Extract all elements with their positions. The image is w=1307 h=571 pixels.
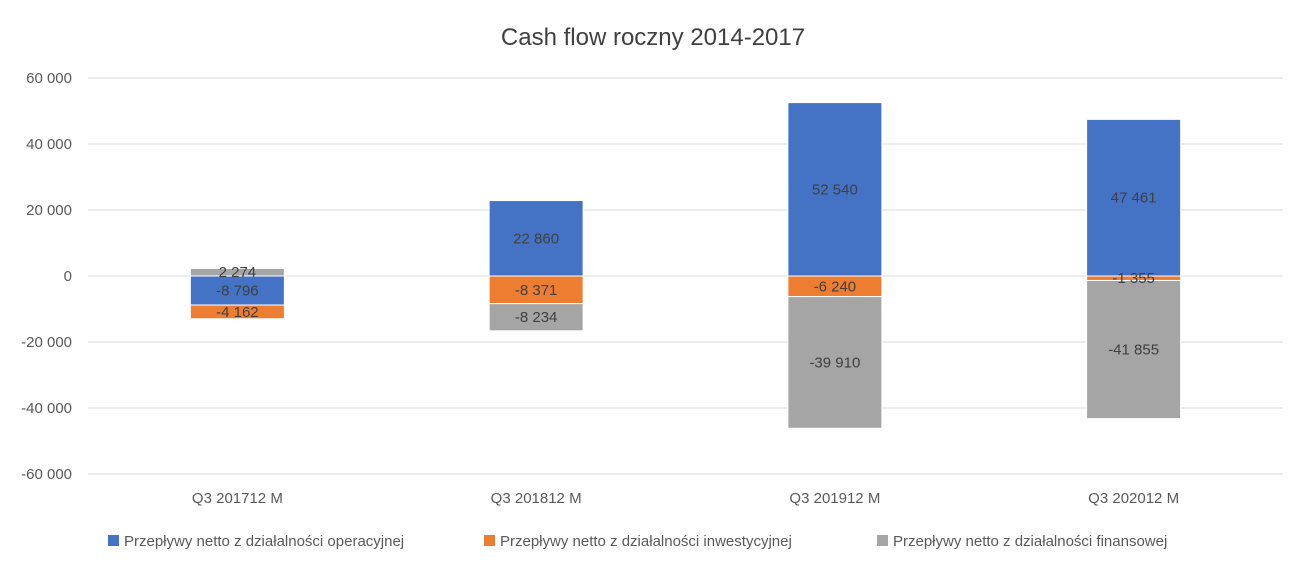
data-label: -4 162 [216, 304, 259, 321]
x-tick-label: Q3 201812 M [491, 490, 582, 507]
y-tick-label: 20 000 [26, 202, 72, 219]
data-label: -6 240 [814, 278, 857, 295]
data-label: -8 234 [515, 309, 558, 326]
data-label: 22 860 [513, 230, 559, 247]
gridlines [88, 77, 1283, 475]
data-label: 2 274 [219, 264, 257, 281]
y-tick-label: -20 000 [21, 334, 72, 351]
data-label: 52 540 [812, 181, 858, 198]
legend-item: Przepływy netto z działalności operacyjn… [108, 533, 404, 550]
bar-segment [189, 304, 285, 320]
legend: Przepływy netto z działalności operacyjn… [108, 533, 1167, 550]
y-tick-label: 60 000 [26, 70, 72, 87]
legend-label: Przepływy netto z działalności operacyjn… [124, 533, 404, 550]
legend-item: Przepływy netto z działalności finansowe… [877, 533, 1167, 550]
legend-swatch [108, 535, 119, 546]
y-axis-tick-labels: 60 000 40 000 20 000 0 -20 000 -40 000 -60 000 [21, 70, 72, 483]
bar-segment [488, 303, 584, 332]
chart-title: Cash flow roczny 2014-2017 [501, 24, 805, 51]
y-tick-label: -60 000 [21, 466, 72, 483]
data-label: -8 371 [515, 282, 558, 299]
x-tick-label: Q3 202012 M [1088, 490, 1179, 507]
y-tick-label: -40 000 [21, 400, 72, 417]
data-label: -41 855 [1108, 342, 1159, 359]
x-tick-label: Q3 201712 M [192, 490, 283, 507]
legend-label: Przepływy netto z działalności inwestycy… [500, 533, 792, 550]
data-label: -8 796 [216, 283, 259, 300]
y-tick-label: 0 [64, 268, 72, 285]
bars: -8 796 -4 162 2 274 22 860 -8 371 -8 234 52 54… [189, 102, 1182, 429]
data-label: -1 355 [1112, 270, 1155, 287]
x-axis-tick-labels: Q3 201712 M Q3 201812 M Q3 201912 M Q3 2020… [192, 490, 1179, 507]
data-label: 47 461 [1111, 190, 1157, 207]
legend-swatch [877, 535, 888, 546]
legend-label: Przepływy netto z działalności finansowe… [893, 533, 1167, 550]
legend-item: Przepływy netto z działalności inwestycy… [484, 533, 792, 550]
bar-segment [189, 267, 285, 277]
bar-segment [787, 296, 883, 429]
y-tick-label: 40 000 [26, 136, 72, 153]
x-tick-label: Q3 201912 M [789, 490, 880, 507]
data-label: -39 910 [809, 354, 860, 371]
bar-segment [1086, 279, 1182, 420]
legend-swatch [484, 535, 495, 546]
bar-segment [787, 102, 883, 277]
